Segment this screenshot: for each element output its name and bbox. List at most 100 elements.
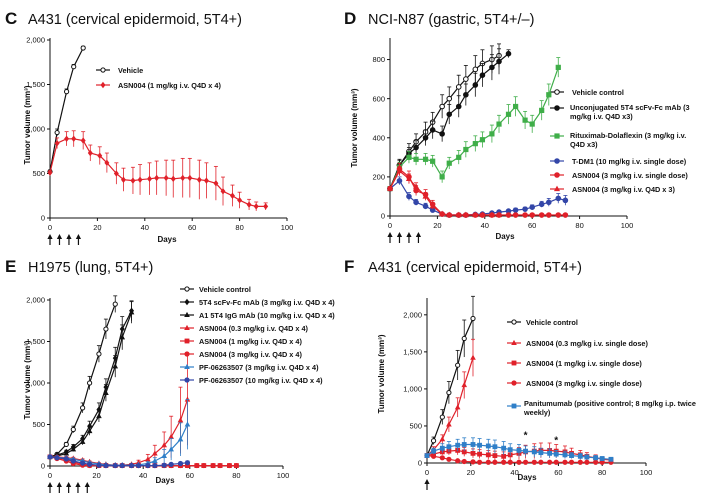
panel-c-point [80, 45, 86, 51]
panel-e-point [161, 452, 167, 459]
panel-d-xtick-label: 60 [528, 221, 536, 230]
panel-e-point [112, 301, 118, 307]
panel-f-point [424, 453, 430, 458]
panel-d-point [472, 66, 479, 73]
legend-d-2-wrap: Rituximab-Dolaflexin (3 mg/kg i.v. Q4D x… [570, 131, 686, 149]
panel-c-xtick-label: 20 [93, 223, 101, 232]
panel-f-point [470, 354, 476, 360]
panel-e-point [233, 462, 239, 469]
panel-e-dose-arrowhead [84, 482, 90, 487]
panel-c-title: A431 (cervical epidermoid, 5T4+) [28, 12, 242, 28]
panel-d-point [545, 199, 552, 206]
legend-d-5-marker [553, 185, 561, 192]
panel-c-xtick-label: 60 [188, 223, 196, 232]
panel-d-point [446, 211, 453, 218]
panel-d-point [422, 203, 429, 210]
panel-d-point [512, 212, 519, 218]
panel-d-point [538, 201, 545, 208]
legend-e-2-label: A1 5T4 IgG mAb (10 mg/kg i.v. Q4D x 4) [199, 311, 335, 320]
legend-f-4-wrap: Panitumumab (positive control; 8 mg/kg i… [524, 399, 696, 417]
panel-d-point [522, 212, 528, 218]
panel-c-point [97, 152, 103, 159]
panel-c-point [220, 188, 226, 195]
panel-e-point [112, 462, 118, 469]
panel-c-point [54, 140, 60, 147]
panel-e-point [226, 462, 233, 469]
panel-e-xlabel: Days [155, 476, 175, 485]
panel-c-ytick-label: 1,000 [26, 125, 45, 134]
panel-e-dose-arrowhead [56, 482, 62, 487]
panel-f-point [470, 450, 476, 456]
panel-f-point [531, 449, 537, 455]
panel-f-xtick-label: 80 [598, 468, 606, 477]
panel-d-point [406, 193, 412, 200]
panel-f-point [593, 455, 599, 461]
panel-f-point [492, 444, 498, 450]
panel-f-point [593, 459, 599, 465]
panel-d-point [430, 158, 436, 164]
panel-d-point [413, 156, 419, 162]
panel-e-point [217, 462, 223, 469]
panel-e-point [70, 426, 76, 433]
panel-d-point [555, 64, 561, 70]
panel-c-point [187, 174, 193, 182]
panel-f-point [569, 453, 574, 458]
panel-f-point [430, 453, 437, 459]
panel-c-point [120, 176, 126, 183]
panel-e-point [70, 458, 76, 464]
panel-e-point [87, 461, 93, 467]
panel-e-point [96, 462, 102, 468]
panel-d-series-4 [387, 162, 569, 218]
panel-f-point [523, 448, 528, 454]
panel-f-ytick-label: 500 [409, 422, 422, 431]
panel-c-point [203, 177, 209, 184]
panel-e-point [96, 351, 102, 357]
panel-e-point [86, 427, 93, 434]
panel-e-point [128, 309, 135, 315]
panel-e-ytick-label: 0 [41, 462, 45, 471]
panel-e-title: H1975 (lung, 5T4+) [28, 260, 153, 276]
legend-e-1-marker [184, 298, 190, 306]
panel-e-point [47, 454, 53, 460]
panel-f-point [477, 451, 482, 457]
panel-f-point [507, 447, 513, 453]
panel-c-ylabel: Tumor volume (mm³) [23, 85, 32, 164]
legend-e-4-marker [184, 338, 190, 344]
panel-d-point [439, 174, 445, 180]
legend-d-2-marker [554, 133, 560, 139]
panel-d-point [413, 183, 420, 189]
legend-e-6-marker [184, 363, 190, 369]
panel-f-title: A431 (cervical epidermoid, 5T4+) [368, 260, 582, 276]
panel-e-series-3-line [50, 399, 189, 466]
panel-c-point [64, 135, 70, 143]
legend-f-3-label: ASN004 (3 mg/kg i.v. single dose) [526, 379, 642, 388]
panel-d-series-1 [387, 48, 564, 192]
panel-f-point [461, 382, 468, 388]
legend-e-0-marker [184, 286, 190, 292]
panel-e-point [63, 441, 69, 448]
panel-d-point [496, 58, 502, 65]
panel-d-point [406, 154, 412, 160]
panel-e-point [103, 462, 109, 469]
panel-c-dose-arrowhead [75, 234, 82, 239]
panel-e-point [103, 326, 109, 332]
panel-d-point [538, 212, 545, 218]
panel-e-point [79, 438, 86, 444]
panel-e-ylabel: Tumor volume (mm³) [23, 340, 32, 419]
panel-d-title: NCI-N87 (gastric, 5T4+/–) [368, 12, 534, 28]
panel-c-ytick-label: 1,500 [26, 80, 45, 89]
panel-c-label: C [5, 9, 17, 28]
panel-f-xtick-label: 60 [554, 468, 562, 477]
panel-e: E H1975 (lung, 5T4+) Tumor volume (mm³) … [5, 257, 335, 485]
panel-f-point [470, 315, 476, 322]
panel-d-point [546, 92, 552, 98]
panel-d-point [522, 206, 528, 212]
panel-d-point [529, 121, 535, 127]
legend-d-4-marker [554, 172, 560, 178]
panel-f-xlabel: Days [517, 473, 537, 482]
panel-f-point [430, 438, 437, 444]
legend-c-1-label: ASN004 (1 mg/kg i.v. Q4D x 4) [118, 81, 221, 90]
panel-c-xtick-label: 100 [281, 223, 294, 232]
legend-e-3-marker [184, 324, 190, 330]
